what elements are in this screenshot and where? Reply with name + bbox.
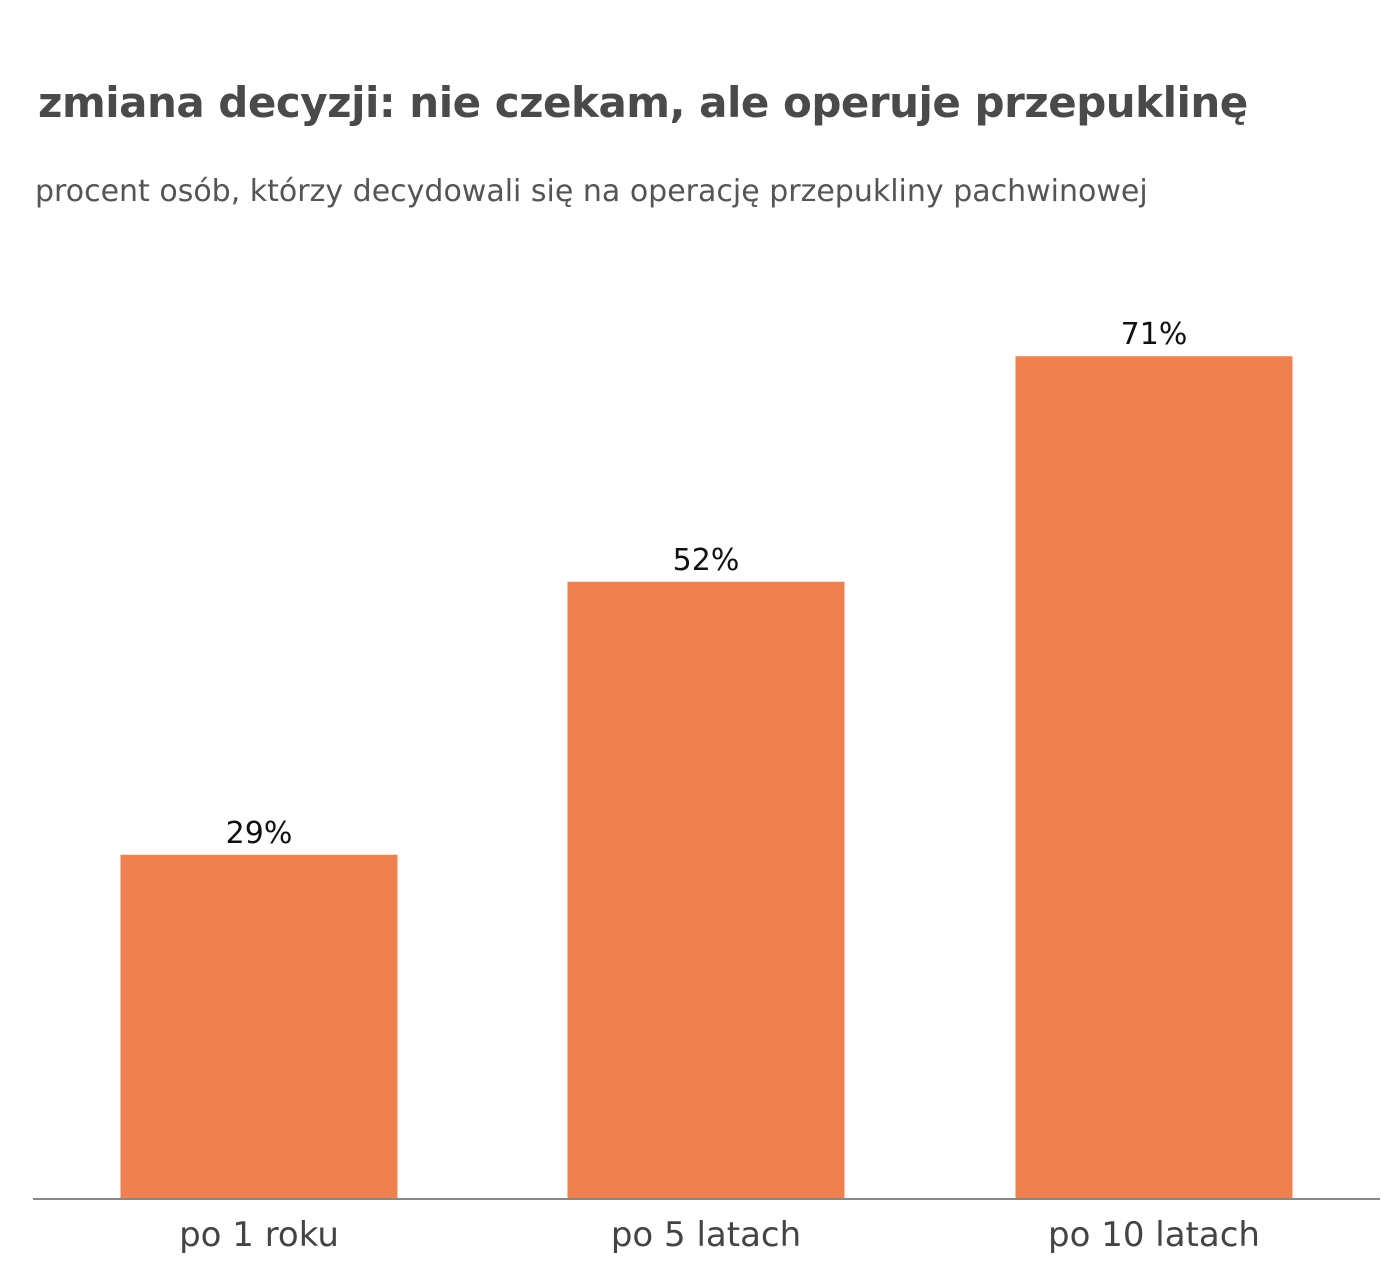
value-label-3: 71% — [1121, 317, 1188, 352]
bar-1 — [120, 854, 398, 1199]
bar-3 — [1015, 356, 1293, 1200]
bar-2 — [567, 581, 845, 1199]
value-labels-layer: 29% 52% 71% — [226, 317, 1188, 851]
value-label-1: 29% — [226, 816, 293, 851]
chart-title: zmiana decyzji: nie czekam, ale operuje … — [38, 78, 1248, 127]
bars-layer — [120, 356, 1293, 1200]
chart-subtitle: procent osób, którzy decydowali się na o… — [35, 174, 1148, 209]
x-tick-labels-layer: po 1 roku po 5 latach po 10 latach — [179, 1215, 1260, 1255]
value-label-2: 52% — [673, 543, 740, 578]
x-tick-label-2: po 5 latach — [611, 1215, 801, 1255]
x-tick-label-1: po 1 roku — [179, 1215, 339, 1255]
x-tick-label-3: po 10 latach — [1048, 1215, 1260, 1255]
